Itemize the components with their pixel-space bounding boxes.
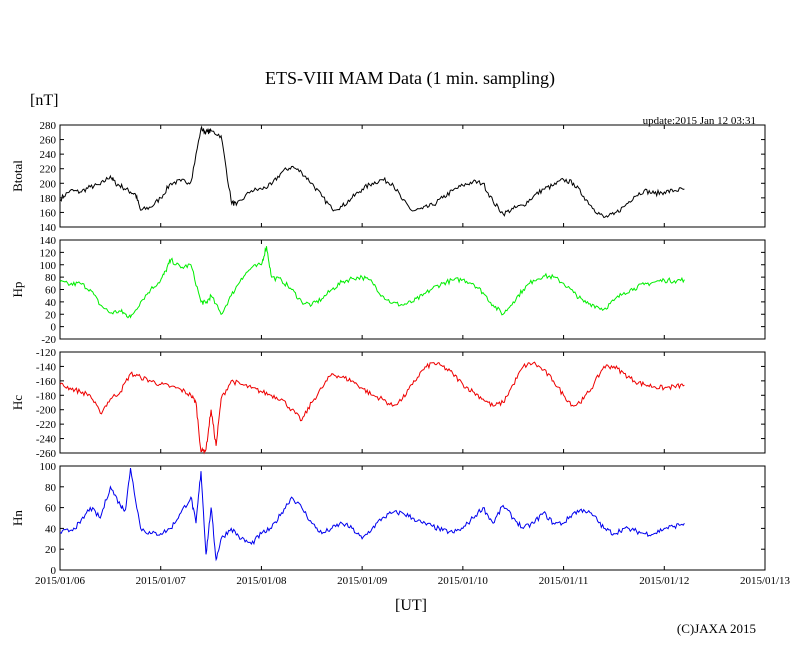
- y-tick-label: 40: [45, 523, 57, 535]
- chart-title: ETS-VIII MAM Data (1 min. sampling): [265, 68, 555, 89]
- y-tick-label: 100: [40, 461, 57, 473]
- series-line-btotal: [59, 125, 685, 219]
- y-tick-label: 40: [45, 297, 57, 309]
- y-tick-label: 140: [40, 235, 57, 247]
- x-axis: 2015/01/06 2015/01/07 2015/01/08 2015/01/09…: [35, 575, 791, 587]
- panel-frame: [59, 239, 766, 340]
- y-tick-label: 0: [51, 565, 57, 577]
- y-tick-label: -180: [36, 390, 57, 402]
- y-tick-label: -160: [36, 376, 57, 388]
- y-tick-label: -220: [36, 419, 57, 431]
- y-tick-label: -240: [36, 434, 57, 446]
- panel-hc: -260 -240 -220 -200 -180 -160 -140 -120 Hc: [10, 347, 766, 460]
- y-tick-label: 180: [40, 193, 57, 205]
- y-tick-label: 260: [40, 135, 57, 147]
- y-tick-label: 20: [45, 309, 57, 321]
- y-tick-label: 160: [40, 207, 57, 219]
- chart-panels: 140160180200220240260280Btotal-200204060…: [10, 120, 766, 577]
- series-line-hc: [59, 361, 685, 455]
- y-tick-label: -20: [41, 334, 56, 346]
- y-tick-label: 120: [40, 247, 57, 259]
- x-tick-label: 2015/01/11: [539, 575, 589, 587]
- x-tick-label: 2015/01/09: [337, 575, 388, 587]
- y-tick-label: 60: [45, 285, 57, 297]
- x-tick-label: 2015/01/12: [639, 575, 689, 587]
- y-tick-label: 20: [45, 544, 57, 556]
- y-tick-label: 200: [40, 178, 57, 190]
- y-tick-label: 220: [40, 164, 57, 176]
- y-tick-label: 60: [45, 503, 57, 515]
- y-tick-label: 0: [51, 322, 57, 334]
- series-line-hn: [59, 468, 685, 562]
- series-label-btotal: Btotal: [10, 160, 25, 192]
- x-axis-label: [UT]: [395, 597, 427, 614]
- panel-frame: [59, 124, 766, 228]
- x-tick-label: 2015/01/10: [438, 575, 489, 587]
- panel-btotal: 140 160 180 200 220 240 260 280 Btotal: [10, 120, 766, 234]
- x-tick-label: 2015/01/07: [136, 575, 187, 587]
- series-line-hp: [59, 246, 685, 319]
- y-tick-label: 140: [40, 222, 57, 234]
- series-label-hp: Hp: [10, 282, 25, 298]
- y-tick-label: 80: [45, 272, 57, 284]
- y-tick-label: 280: [40, 120, 57, 132]
- y-tick-label: 100: [40, 260, 57, 272]
- panel-frame: [59, 465, 766, 571]
- series-label-hc: Hc: [10, 395, 25, 410]
- unit-label: [nT]: [30, 92, 58, 109]
- y-tick-label: 240: [40, 149, 57, 161]
- copyright-text: (C)JAXA 2015: [677, 621, 756, 636]
- y-tick-label: 80: [45, 482, 57, 494]
- panel-frame: [59, 351, 766, 454]
- series-label-hn: Hn: [10, 510, 25, 526]
- x-tick-label: 2015/01/08: [236, 575, 287, 587]
- y-tick-label: -200: [36, 405, 57, 417]
- x-tick-label: 2015/01/06: [35, 575, 86, 587]
- x-tick-label: 2015/01/13: [740, 575, 791, 587]
- y-tick-label: -140: [36, 361, 57, 373]
- update-timestamp: update:2015 Jan 12 03:31: [643, 115, 756, 127]
- y-tick-label: -260: [36, 448, 57, 460]
- y-tick-label: -120: [36, 347, 57, 359]
- panel-hn: 0 20 40 60 80 100 Hn: [10, 461, 766, 577]
